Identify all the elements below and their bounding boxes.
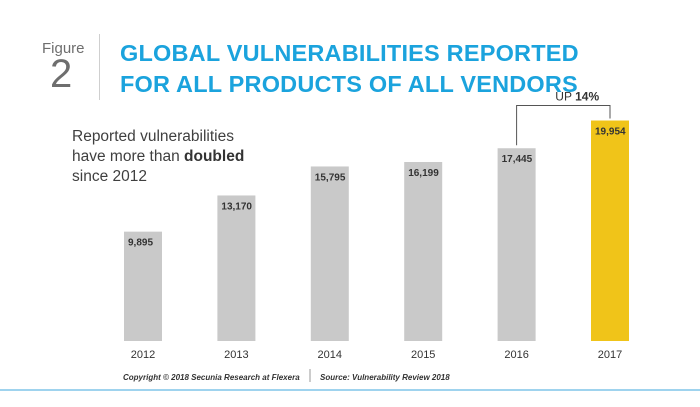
bars-group: [124, 120, 629, 341]
bar-2012: [124, 231, 162, 341]
bar-2015: [404, 162, 443, 341]
x-tick-2015: 2015: [411, 349, 435, 361]
callout-bold-word: doubled: [184, 148, 245, 165]
tick-labels-group: 2012 2013 2014 2015 2016 2017: [131, 349, 622, 361]
value-label-2016: 17,445: [502, 154, 533, 165]
bar-2014: [310, 166, 349, 341]
callout-text: Reported vulnerabilities have more than …: [72, 127, 244, 187]
footer-copyright: Copyright © 2018 Secunia Research at Fle…: [123, 373, 300, 382]
value-label-2013: 13,170: [221, 201, 252, 212]
value-label-2015: 16,199: [408, 168, 439, 179]
value-label-2017: 19,954: [595, 127, 626, 138]
bar-2017: [591, 120, 629, 341]
callout-line-3: since 2012: [72, 168, 147, 185]
bar-2013: [217, 195, 256, 341]
value-label-2012: 9,895: [128, 238, 153, 249]
chart-title: GLOBAL VULNERABILITIES REPORTED FOR ALL …: [120, 38, 579, 100]
bar-2016: [497, 148, 536, 341]
footer-source: Source: Vulnerability Review 2018: [320, 373, 450, 382]
x-tick-2012: 2012: [131, 349, 155, 361]
callout-line-2-text: have more than: [72, 148, 185, 165]
callout-line-2: have more than doubled: [72, 147, 244, 167]
footer-rule: [0, 389, 700, 391]
callout-line-1: Reported vulnerabilities: [72, 128, 234, 145]
x-tick-2014: 2014: [318, 349, 342, 361]
x-tick-2016: 2016: [504, 349, 528, 361]
x-tick-2017: 2017: [598, 349, 622, 361]
chart-title-line-1: GLOBAL VULNERABILITIES REPORTED: [120, 40, 579, 66]
chart-title-line-2: FOR ALL PRODUCTS OF ALL VENDORS: [120, 71, 578, 97]
up-bracket-line: [516, 105, 611, 146]
value-label-2014: 15,795: [315, 172, 346, 183]
up-annotation: UP 14%: [555, 90, 599, 104]
x-tick-2013: 2013: [224, 349, 248, 361]
up-annotation-prefix: UP: [555, 90, 575, 104]
up-annotation-value: 14%: [575, 90, 599, 104]
value-labels-group: 9,895 13,170 15,795 16,199 17,445 19,954: [128, 127, 626, 249]
figure-divider: [99, 34, 100, 100]
figure-number: 2: [50, 52, 73, 96]
figure-label: Figure: [42, 40, 85, 57]
